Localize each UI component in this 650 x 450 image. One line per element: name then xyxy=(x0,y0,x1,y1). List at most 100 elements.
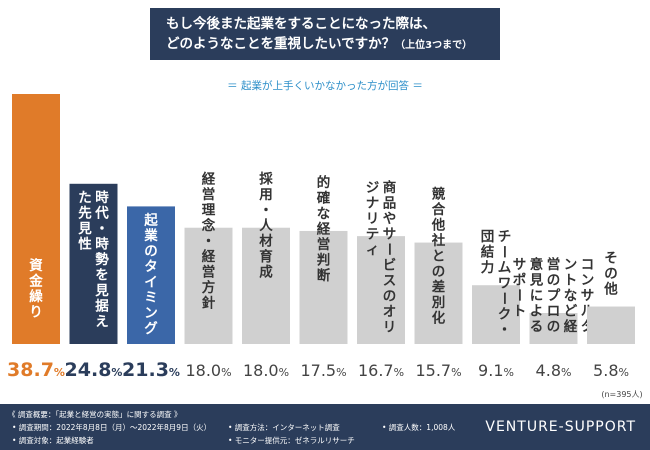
svg-text:方: 方 xyxy=(202,279,216,296)
svg-text:え: え xyxy=(95,314,109,330)
svg-text:他: 他 xyxy=(431,217,446,234)
svg-text:ト: ト xyxy=(564,272,578,288)
svg-text:そ: そ xyxy=(604,251,618,267)
svg-text:材: 材 xyxy=(259,233,273,250)
svg-text:の: の xyxy=(383,289,397,305)
svg-text:断: 断 xyxy=(317,267,331,284)
svg-text:競: 競 xyxy=(432,186,446,203)
svg-text:サ: サ xyxy=(383,227,397,243)
svg-text:意: 意 xyxy=(530,256,544,273)
bar-4 xyxy=(184,227,233,344)
svg-text:合: 合 xyxy=(432,201,446,218)
svg-text:ミ: ミ xyxy=(144,290,158,306)
svg-text:ポ: ポ xyxy=(513,271,527,288)
svg-text:他: 他 xyxy=(603,281,618,298)
svg-text:と: と xyxy=(432,249,446,265)
svg-text:化: 化 xyxy=(432,310,446,327)
bar-9 xyxy=(472,285,520,344)
svg-text:リ: リ xyxy=(366,211,380,227)
bar-2 xyxy=(69,183,118,344)
svg-text:時: 時 xyxy=(95,235,109,252)
value-label-1: 38.7% xyxy=(7,359,65,381)
sample-size-note: (n=395人) xyxy=(601,390,642,399)
svg-text:サ: サ xyxy=(513,257,527,273)
bar-3 xyxy=(127,206,175,344)
svg-text:品: 品 xyxy=(383,196,397,212)
svg-text:判: 判 xyxy=(317,251,331,268)
svg-text:グ: グ xyxy=(144,320,158,337)
svg-text:ど: ど xyxy=(564,303,578,319)
svg-text:時: 時 xyxy=(95,189,109,206)
svg-text:イ: イ xyxy=(144,274,158,290)
svg-text:営: 営 xyxy=(547,256,561,273)
svg-text:業: 業 xyxy=(143,227,158,244)
svg-text:ー: ー xyxy=(381,242,397,256)
bar-1 xyxy=(12,94,60,344)
svg-text:な: な xyxy=(564,288,578,304)
svg-text:の: の xyxy=(144,243,158,259)
chart-subtitle: ＝ 起業が上手くいかなかった方が回答 ＝ xyxy=(227,80,423,92)
svg-text:プ: プ xyxy=(547,288,561,304)
title-question: どのようなことを重視したいですか？ xyxy=(166,36,396,52)
svg-text:商: 商 xyxy=(383,179,397,196)
svg-text:力: 力 xyxy=(481,259,495,276)
brand-logo: VENTURE-SUPPORT xyxy=(485,419,636,435)
value-label-11: 5.8% xyxy=(593,361,629,380)
svg-text:経: 経 xyxy=(202,248,216,265)
svg-text:ィ: ィ xyxy=(366,242,380,258)
svg-text:営: 営 xyxy=(202,186,216,203)
svg-text:ワ: ワ xyxy=(498,276,512,292)
svg-text:ム: ム xyxy=(498,260,512,276)
value-label-10: 4.8% xyxy=(536,361,572,380)
svg-text:タ: タ xyxy=(144,259,158,275)
bar-7 xyxy=(357,236,405,344)
title-box: もし今後また起業をすることになった際は、 どのようなことを重視したいですか？（上… xyxy=(150,8,500,60)
survey-target: • 調査対象：起業経験者 xyxy=(12,436,94,445)
svg-text:団: 団 xyxy=(481,229,495,245)
svg-text:ン: ン xyxy=(581,272,595,288)
svg-text:・: ・ xyxy=(202,234,216,250)
svg-text:サ: サ xyxy=(581,288,595,304)
category-label-10: コンサルタントなど経営のプロの意見によるサポート xyxy=(511,256,595,335)
svg-text:経: 経 xyxy=(564,318,578,335)
svg-text:資: 資 xyxy=(29,257,43,274)
svg-text:別: 別 xyxy=(432,295,446,311)
survey-provider: • モニター提供元：ゼネラルリサーチ xyxy=(228,436,355,445)
svg-text:用: 用 xyxy=(259,187,273,203)
svg-text:ビ: ビ xyxy=(383,258,397,274)
svg-text:社: 社 xyxy=(431,232,446,249)
svg-text:営: 営 xyxy=(317,236,331,253)
svg-text:成: 成 xyxy=(259,264,273,281)
svg-text:的: 的 xyxy=(317,174,331,191)
value-label-9: 9.1% xyxy=(478,361,514,380)
survey-overview: 《 調査概要：「起業と経営の実態」に関する調査 》 xyxy=(8,410,182,419)
bar-10 xyxy=(529,312,578,344)
svg-text:結: 結 xyxy=(481,244,495,261)
survey-count: • 調査人数：1,008人 xyxy=(382,423,456,432)
svg-text:な: な xyxy=(317,206,331,222)
bar-5 xyxy=(242,227,290,344)
svg-text:見: 見 xyxy=(94,283,109,299)
svg-text:の: の xyxy=(604,266,618,282)
svg-text:に: に xyxy=(530,288,544,304)
svg-text:ク: ク xyxy=(498,307,512,323)
survey-method: • 調査方法：インターネット調査 xyxy=(228,423,340,432)
svg-text:の: の xyxy=(432,264,446,280)
survey-period: • 調査期間：2022年8月8日（月）～2022年8月9日（火） xyxy=(12,423,212,432)
svg-text:営: 営 xyxy=(202,264,216,281)
category-label-11: その他 xyxy=(603,251,618,298)
bar-11 xyxy=(587,306,635,344)
value-label-4: 18.0% xyxy=(185,361,231,380)
svg-text:の: の xyxy=(547,272,561,288)
bar-chart: 資金繰り38.7%時代・時勢を見据えた先見性24.8%起業のタイミング21.3%… xyxy=(7,94,643,399)
svg-text:リ: リ xyxy=(383,320,397,336)
svg-text:り: り xyxy=(29,305,43,321)
svg-text:ン: ン xyxy=(144,305,158,321)
svg-text:や: や xyxy=(383,211,397,227)
svg-text:先: 先 xyxy=(78,204,92,221)
svg-text:ト: ト xyxy=(513,303,527,319)
